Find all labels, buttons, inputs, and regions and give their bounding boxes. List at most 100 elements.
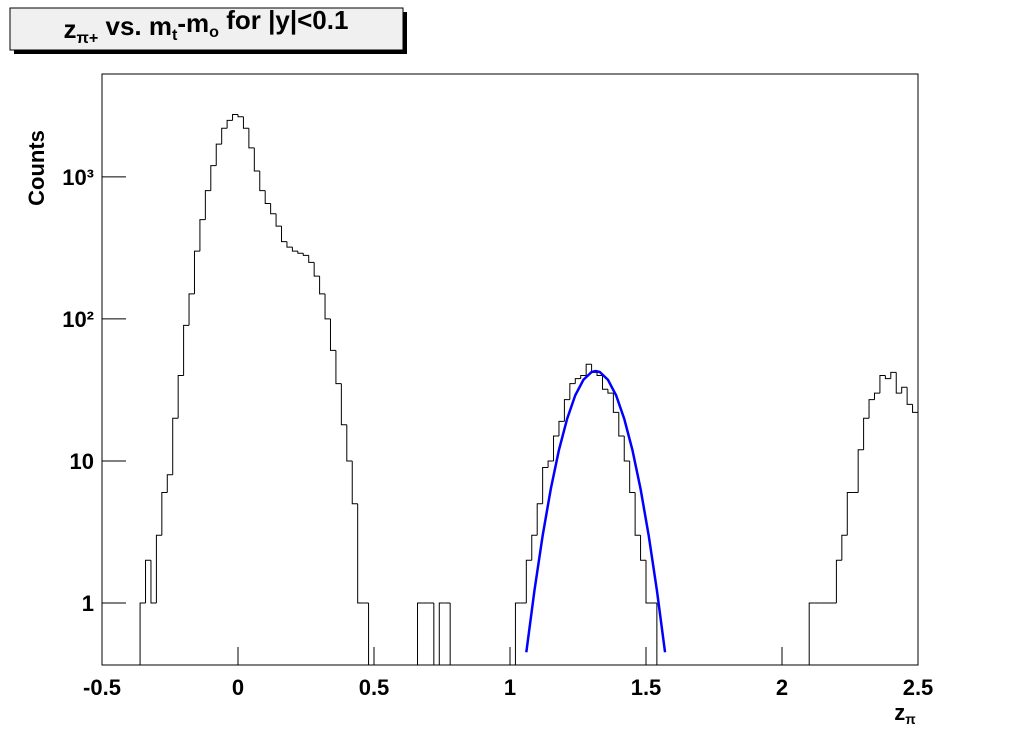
histogram-bin (895, 372, 902, 394)
histogram-bin (264, 190, 271, 204)
text-part: -m (177, 8, 209, 38)
histogram-bin (879, 374, 886, 394)
x-tick-label: 2.5 (903, 675, 934, 700)
histogram-bin (438, 602, 445, 665)
histogram-bin (656, 602, 663, 666)
y-axis-label: Counts (24, 130, 49, 206)
histogram-bin (629, 460, 636, 493)
histogram-bin (215, 143, 222, 166)
histogram-bin (563, 399, 570, 422)
histogram-bin (542, 466, 549, 504)
histogram-bin (226, 119, 233, 129)
histogram-bin (531, 534, 538, 561)
histogram-bin (368, 602, 374, 666)
histogram-bin (319, 276, 326, 295)
histogram-bin (340, 383, 347, 426)
y-tick-label: 1 (82, 591, 94, 616)
x-tick-label: 2 (776, 675, 788, 700)
histogram-bin (525, 559, 532, 603)
histogram-bin (618, 412, 625, 437)
chart-title: zπ+ vs. mt-mo for |y|<0.1 (64, 5, 349, 47)
histogram-bin (417, 602, 423, 665)
histogram-bin (242, 116, 249, 129)
text-part: vs. m (98, 11, 172, 41)
histogram-bin (863, 417, 870, 450)
histogram-bin (580, 374, 587, 379)
subscript: π (905, 712, 916, 727)
y-tick-label: 10³ (62, 165, 94, 190)
text-part: for |y|<0.1 (219, 5, 348, 35)
histogram-bin (193, 250, 200, 294)
histogram-bin (906, 387, 913, 405)
fit-curve (525, 369, 667, 653)
histogram-bin (150, 560, 157, 604)
histogram-bin (433, 602, 440, 666)
histogram-bin (297, 251, 304, 254)
histogram-bin (232, 113, 238, 121)
histogram-bin (237, 114, 244, 118)
x-tick-label: 0 (232, 675, 244, 700)
title-box (9, 7, 404, 51)
histogram-bin (596, 372, 603, 376)
histogram-bin (335, 350, 342, 385)
histogram-bin (253, 147, 260, 172)
histogram-bin (357, 503, 364, 604)
histogram-bin (313, 262, 320, 277)
histogram-bin (574, 378, 581, 384)
histogram-bin (248, 128, 255, 149)
histogram-bin (329, 318, 336, 351)
histogram-bin (166, 474, 173, 493)
histogram-bin (286, 241, 293, 248)
histogram-bin (270, 203, 277, 215)
histogram-bin (553, 435, 559, 461)
plot-frame (101, 73, 919, 666)
text-part: z (64, 14, 77, 44)
histogram-bin (183, 324, 190, 376)
x-tick-label: -0.5 (83, 675, 121, 700)
histogram-bin (536, 503, 543, 536)
text-part: z (894, 700, 905, 725)
histogram-bin (161, 491, 168, 536)
histogram-bin (145, 559, 151, 603)
histogram-bin (302, 253, 309, 256)
x-tick-label: 1 (504, 675, 516, 700)
histogram-bin (291, 247, 298, 252)
histogram-bin (324, 293, 331, 320)
histogram-bin (857, 449, 864, 493)
histogram-bin (912, 404, 918, 413)
histogram-bin (846, 491, 853, 536)
histogram-bin (547, 460, 554, 468)
histogram-bin (351, 460, 358, 505)
histogram-bin (612, 393, 619, 413)
histogram-bin (155, 534, 162, 603)
histogram-bin (281, 226, 287, 243)
histogram-bin (139, 602, 146, 665)
subscript: o (209, 23, 219, 41)
histogram-bin (346, 424, 353, 462)
histogram-bin (558, 420, 565, 436)
histogram-bin (275, 213, 282, 227)
histogram-bin (199, 219, 206, 252)
histogram-bin (601, 375, 608, 390)
histogram-bin (868, 399, 875, 419)
subscript: π+ (77, 29, 99, 47)
y-tick-label: 10 (70, 449, 94, 474)
histogram-bin (645, 560, 652, 604)
histogram-bin (841, 534, 848, 561)
y-tick-label: 10² (62, 307, 94, 332)
histogram-bin (308, 255, 315, 263)
x-tick-label: 1.5 (631, 675, 662, 700)
histogram-bin (221, 127, 228, 145)
histogram-bin (514, 602, 521, 665)
histogram-bin (259, 170, 266, 192)
histogram-bin (172, 417, 179, 475)
histogram-bin (177, 374, 184, 419)
histogram-bin (210, 165, 217, 191)
histogram-bin (640, 535, 646, 561)
histogram-bin (901, 386, 908, 394)
histogram-bin (808, 602, 815, 665)
x-axis-label: zπ (894, 700, 916, 727)
subscript: t (172, 26, 178, 44)
histogram-bin (873, 392, 880, 400)
